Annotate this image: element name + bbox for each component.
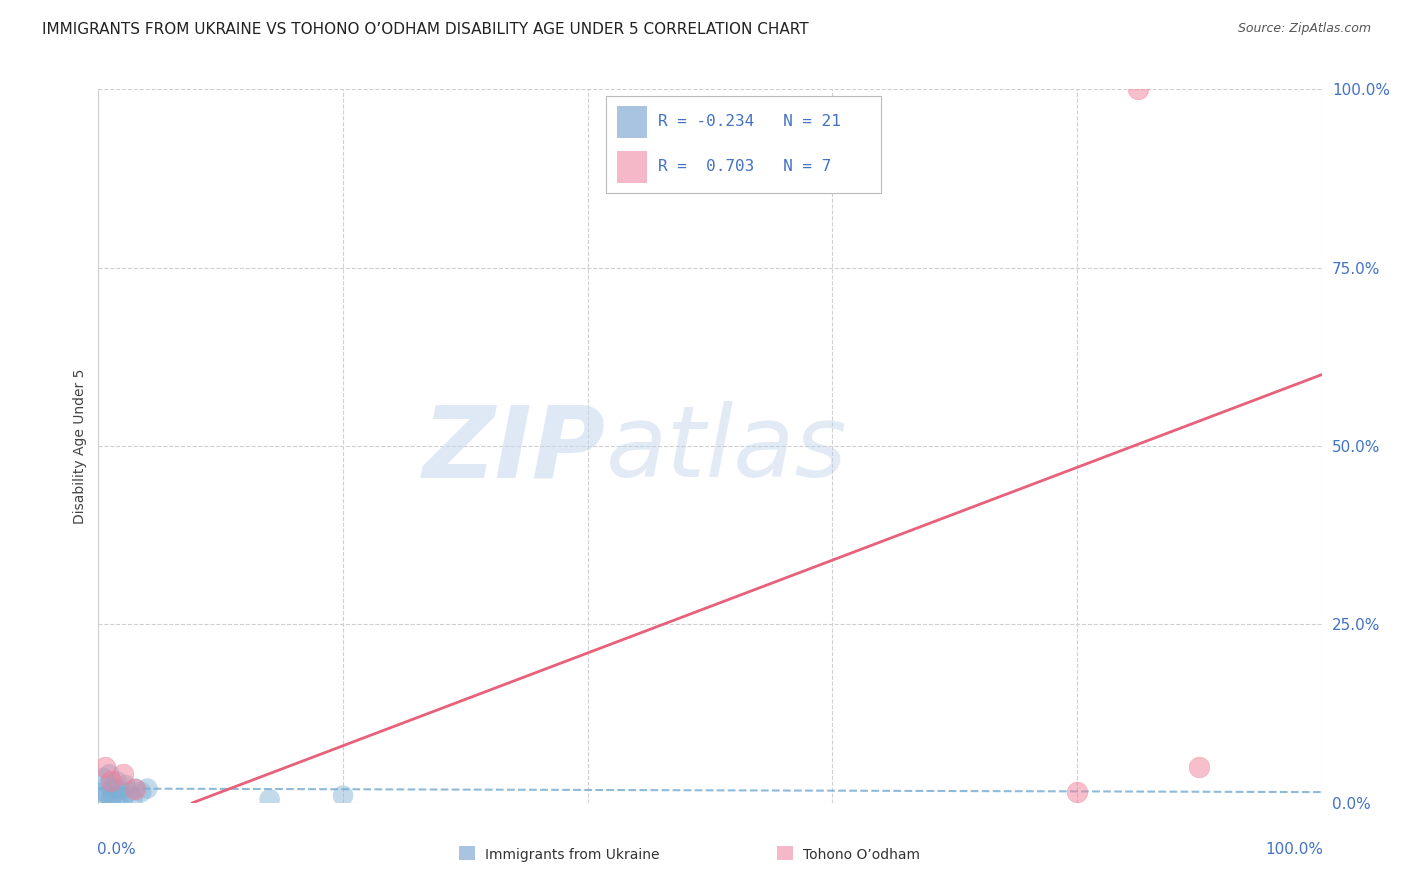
Point [110,783,132,797]
Point [124,781,146,796]
Text: Source: ZipAtlas.com: Source: ZipAtlas.com [1237,22,1371,36]
Text: 100.0%: 100.0% [1265,842,1323,857]
Point [111,767,134,781]
Point [1128,82,1150,96]
Point [136,781,159,796]
Text: 0.0%: 0.0% [97,842,136,857]
Point [129,785,152,799]
Point [100,792,122,806]
Point [91,790,114,805]
Point [114,778,136,792]
Point [105,774,128,789]
Text: Immigrants from Ukraine: Immigrants from Ukraine [485,848,659,862]
Point [103,781,125,796]
FancyBboxPatch shape [778,846,793,860]
Point [332,789,354,803]
Text: atlas: atlas [606,401,848,498]
Text: ZIP: ZIP [423,401,606,498]
Point [98,767,121,781]
Point [121,792,143,806]
Text: IMMIGRANTS FROM UKRAINE VS TOHONO O’ODHAM DISABILITY AGE UNDER 5 CORRELATION CHA: IMMIGRANTS FROM UKRAINE VS TOHONO O’ODHA… [42,22,808,37]
Point [259,792,281,806]
Point [108,789,131,803]
Point [93,785,115,799]
Point [96,787,118,801]
FancyBboxPatch shape [460,846,475,860]
Point [97,778,120,792]
Y-axis label: Disability Age Under 5: Disability Age Under 5 [73,368,87,524]
Point [93,760,115,774]
Point [111,792,134,806]
Point [1188,760,1211,774]
Point [124,781,146,796]
Point [91,771,114,785]
Text: Tohono O’odham: Tohono O’odham [803,848,920,862]
Point [100,774,122,789]
Point [101,789,124,803]
Point [118,785,141,799]
Point [1066,785,1088,799]
